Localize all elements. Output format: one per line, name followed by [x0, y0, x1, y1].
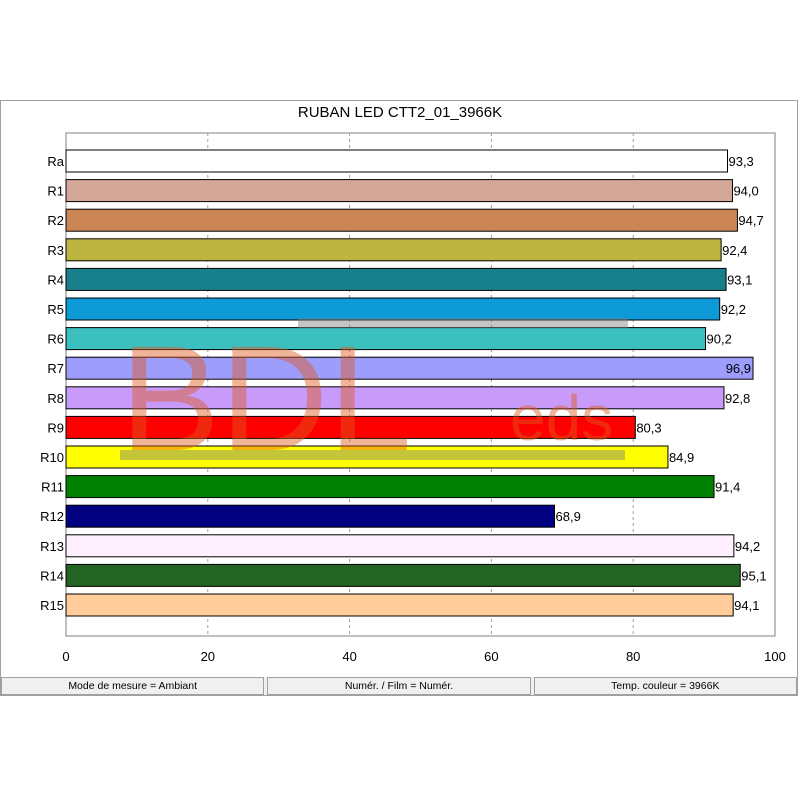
bar-r9 [65, 415, 636, 439]
value-label: 94,2 [735, 539, 760, 554]
category-label: R8 [47, 391, 64, 406]
value-label: 92,2 [721, 302, 746, 317]
value-label: 90,2 [707, 332, 732, 347]
value-label: 93,3 [728, 154, 753, 169]
value-label: 84,9 [669, 450, 694, 465]
category-label: R10 [40, 450, 64, 465]
bar-r8 [65, 386, 725, 410]
status-color-temp: Temp. couleur = 3966K [533, 677, 797, 695]
status-numer-film: Numér. / Film = Numér. [267, 677, 531, 695]
bar-r15 [65, 593, 734, 617]
x-tick-label: 100 [764, 649, 786, 664]
bar-r4 [65, 267, 727, 291]
category-label: R13 [40, 539, 64, 554]
category-label: R3 [47, 243, 64, 258]
bar-r7 [65, 356, 754, 380]
category-label: R2 [47, 213, 64, 228]
bar-r12 [65, 504, 556, 528]
status-measure-mode: Mode de mesure = Ambiant [1, 677, 265, 695]
bar-r1 [65, 179, 733, 203]
x-tick-label: 20 [201, 649, 215, 664]
category-label: R5 [47, 302, 64, 317]
category-label: R4 [47, 272, 64, 287]
category-label: R15 [40, 598, 64, 613]
bar-r11 [65, 475, 715, 499]
value-label: 96,9 [726, 361, 751, 376]
x-tick-label: 60 [484, 649, 498, 664]
bar-r14 [65, 563, 741, 587]
x-tick-label: 80 [626, 649, 640, 664]
x-tick-label: 40 [342, 649, 356, 664]
category-label: R9 [47, 420, 64, 435]
value-label: 92,8 [725, 391, 750, 406]
category-label: R1 [47, 184, 64, 199]
watermark-logo: BDL eds [120, 314, 628, 482]
category-label: R6 [47, 332, 64, 347]
value-label: 91,4 [715, 480, 740, 495]
value-label: 95,1 [741, 568, 766, 583]
chart-title: RUBAN LED CTT2_01_3966K [297, 104, 503, 121]
bar-r10 [65, 445, 669, 469]
svg-text:eds: eds [510, 382, 613, 454]
category-label: R7 [47, 361, 64, 376]
status-bar: Mode de mesure = Ambiant Numér. / Film =… [1, 677, 797, 695]
value-label: 80,3 [636, 420, 661, 435]
value-label: 94,0 [733, 184, 758, 199]
bar-r2 [65, 208, 738, 232]
category-label: R12 [40, 509, 64, 524]
value-label: 93,1 [727, 272, 752, 287]
value-label: 94,1 [734, 598, 759, 613]
bar-ra [65, 149, 728, 173]
svg-text:BDL: BDL [120, 314, 412, 482]
category-label: R14 [40, 568, 64, 583]
bar-r6 [65, 327, 707, 351]
x-tick-label: 0 [62, 649, 69, 664]
value-label: 92,4 [722, 243, 747, 258]
value-label: 94,7 [738, 213, 763, 228]
category-label: Ra [47, 154, 64, 169]
category-label: R11 [41, 480, 64, 495]
bar-r13 [65, 534, 735, 558]
value-label: 68,9 [556, 509, 581, 524]
bar-r3 [65, 238, 722, 262]
bar-r5 [65, 297, 721, 321]
